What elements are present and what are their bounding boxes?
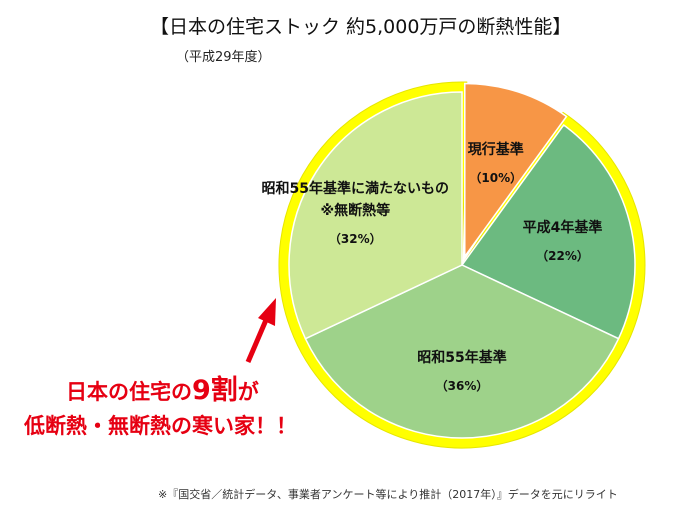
callout-suffix: が — [237, 380, 259, 404]
slice-percent-label: （32%） — [329, 231, 382, 246]
callout-arrow — [245, 298, 276, 363]
callout-emphasis: 9割 — [192, 375, 238, 406]
pie-slice — [464, 82, 568, 259]
chart-title: 【日本の住宅ストック 約5,000万戸の断熱性能】 — [150, 16, 572, 38]
callout-prefix: 日本の住宅の — [66, 380, 192, 404]
slice-percent-label: （10%） — [469, 170, 522, 185]
slice-percent-label: （36%） — [436, 378, 489, 393]
slice-labels: 現行基準 （10%） 平成4年基準 （22%） 昭和55年基準 （36%） 昭和55年基準に… — [262, 141, 603, 393]
slice-percent-label: （22%） — [536, 248, 589, 263]
pie-slice — [304, 264, 620, 439]
pie-slices — [288, 82, 636, 439]
slice-sublabel: ※無断熱等 — [320, 202, 390, 219]
slice-label: 現行基準 — [468, 141, 524, 158]
callout-line1: 日本の住宅の9割が — [66, 368, 259, 407]
slice-label: 平成4年基準 — [523, 219, 603, 236]
callout-line2: 低断熱・無断熱の寒い家！！ — [24, 414, 297, 438]
slice-label: 昭和55年基準に満たないもの — [262, 180, 449, 197]
pie-slice — [288, 91, 463, 340]
chart-subtitle: （平成29年度） — [176, 50, 271, 65]
footnote: ※『国交省／統計データ、事業者アンケート等により推計（2017年）』データを元に… — [158, 488, 618, 501]
slice-label: 昭和55年基準 — [417, 349, 506, 366]
